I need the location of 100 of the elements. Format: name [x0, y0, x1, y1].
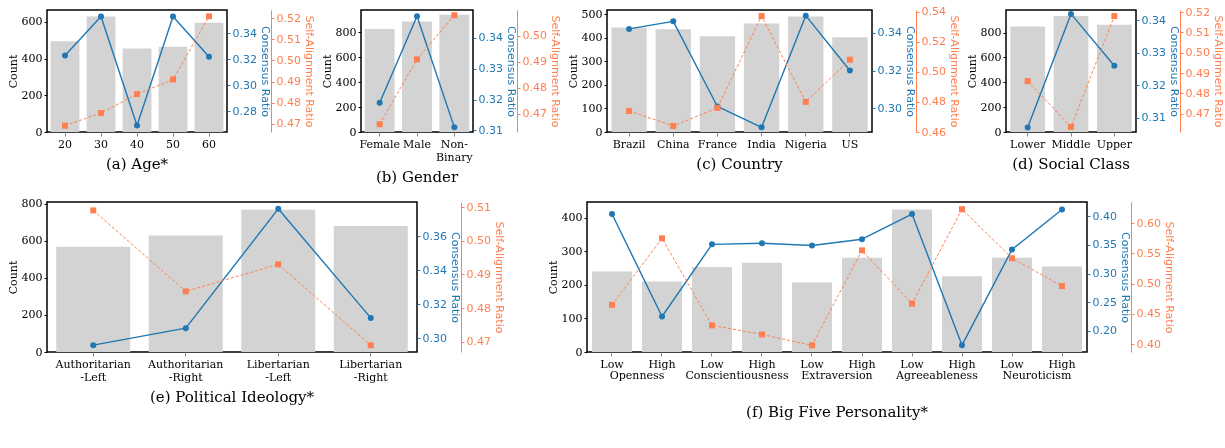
y-tick-label: 300 — [561, 244, 583, 258]
x-tick-label: High — [1048, 357, 1076, 371]
y2-tick-label: 0.34 — [877, 26, 902, 40]
y3-tick-label: 0.47 — [276, 117, 301, 131]
bar — [788, 16, 824, 132]
point — [809, 342, 815, 349]
bar — [992, 257, 1032, 352]
point — [1111, 13, 1118, 20]
y-tick-label: 0 — [35, 125, 43, 139]
y-tick-label: 100 — [561, 311, 583, 325]
y2-tick-label: 0.35 — [1092, 238, 1117, 252]
point — [909, 300, 915, 307]
point — [206, 13, 212, 20]
bar — [592, 271, 632, 352]
y-axis-title: Count — [320, 54, 334, 89]
text: Conscientiousness — [685, 369, 789, 382]
x-tick-label: China — [656, 137, 691, 151]
point — [758, 13, 765, 20]
y-tick-label: 600 — [21, 15, 43, 29]
y-tick-label: 600 — [21, 234, 43, 248]
y-tick-label: 0 — [575, 345, 583, 359]
x-tick-label: 30 — [94, 137, 108, 151]
bar — [942, 276, 982, 352]
y2-tick-label: 0.32 — [478, 93, 503, 107]
y3-tick-label: 0.51 — [1185, 25, 1210, 39]
y-tick-label: 0 — [595, 125, 603, 139]
x-tick-label: Non- Binary — [435, 137, 474, 164]
x-tick-label: Authoritarian -Right — [147, 357, 224, 384]
y3-tick-label: 0.55 — [1136, 246, 1161, 260]
y3-tick-label: 0.52 — [921, 35, 946, 49]
x-tick-label: US — [841, 137, 859, 151]
point — [1059, 283, 1065, 290]
y3-tick-label: 0.46 — [921, 125, 946, 139]
point — [909, 211, 915, 218]
point — [959, 342, 965, 349]
point — [1059, 206, 1065, 213]
y-tick-label: 400 — [561, 211, 583, 225]
x-tick-label: Nigeria — [784, 137, 828, 151]
y-tick-label: 200 — [21, 308, 43, 322]
y2-axis-title: Consensus Ratio — [448, 231, 462, 324]
x-tick-label: High — [848, 357, 876, 371]
y-tick-label: 400 — [21, 52, 43, 66]
y3-tick-label: 0.50 — [1136, 277, 1161, 291]
bar — [842, 257, 882, 352]
bar — [611, 27, 647, 132]
y-tick-label: 600 — [335, 50, 357, 64]
y-tick-label: 0 — [35, 345, 43, 359]
bar — [743, 23, 780, 132]
y2-tick-label: 0.40 — [1092, 209, 1117, 223]
y2-axis-title: Consensus Ratio — [1118, 231, 1132, 324]
text: (c) Country — [696, 155, 784, 173]
point — [802, 98, 809, 105]
point — [759, 331, 765, 338]
y3-tick-label: 0.48 — [921, 95, 946, 109]
point — [1009, 255, 1015, 262]
point — [134, 91, 140, 98]
y2-tick-label: 0.32 — [422, 297, 447, 311]
x-tick-label: Libertarian -Left — [246, 357, 310, 384]
y2-tick-label: 0.30 — [877, 101, 902, 115]
point — [367, 342, 374, 349]
point — [709, 322, 715, 329]
y-tick-label: 500 — [581, 7, 603, 21]
y2-tick-label: 0.34 — [1141, 13, 1166, 27]
y-tick-label: 0 — [349, 125, 357, 139]
point — [802, 12, 809, 19]
y-axis-title: Count — [965, 54, 979, 89]
point — [170, 76, 176, 83]
y3-tick-label: 0.49 — [276, 75, 301, 89]
point — [609, 211, 615, 218]
y2-tick-label: 0.36 — [422, 229, 447, 243]
y2-tick-label: 0.25 — [1092, 295, 1117, 309]
y-tick-label: 0 — [994, 125, 1002, 139]
point — [170, 13, 176, 20]
point — [846, 56, 853, 63]
point — [609, 301, 615, 308]
bar — [642, 281, 682, 352]
y2-tick-label: 0.32 — [1141, 78, 1166, 92]
x-tick-label: India — [747, 137, 777, 151]
point — [62, 122, 68, 129]
text: (f) Big Five Personality* — [746, 403, 929, 421]
point — [376, 99, 383, 106]
y3-tick-label: 0.48 — [1185, 86, 1210, 100]
point — [451, 124, 458, 131]
bar — [194, 22, 224, 132]
y2-tick-label: 0.32 — [877, 64, 902, 78]
y3-axis-title: Self-Alignment Ratio — [492, 221, 506, 334]
point — [62, 52, 68, 59]
y3-tick-label: 0.52 — [1185, 5, 1210, 19]
x-tick-label: Lower — [1010, 137, 1046, 151]
text: Neuroticism — [1002, 369, 1072, 382]
x-tick-label: Middle — [1051, 137, 1091, 151]
bar — [692, 267, 732, 352]
y3-tick-label: 0.49 — [522, 55, 547, 69]
point — [367, 314, 374, 321]
x-tick-label: High — [648, 357, 676, 371]
y2-tick-label: 0.34 — [478, 31, 503, 45]
x-tick-label: Female — [359, 137, 400, 151]
y3-tick-label: 0.48 — [522, 81, 547, 95]
y2-tick-label: 0.31 — [1141, 111, 1166, 125]
y2-axis-title: Consensus Ratio — [903, 25, 917, 118]
